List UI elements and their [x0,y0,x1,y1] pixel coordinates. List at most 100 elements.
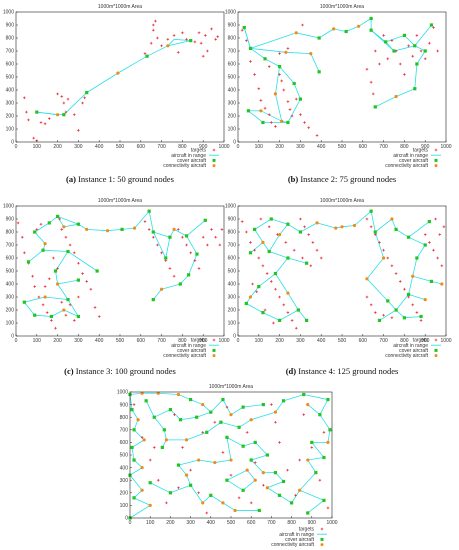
connectivity-aircraft-point [233,508,237,513]
connectivity-aircraft-point [62,225,66,229]
connectivity-aircraft-point [43,295,47,299]
x-tick-label: 700 [379,338,388,344]
range-link [318,28,334,39]
x-tick-label: 500 [116,144,125,150]
cover-aircraft-point [66,249,70,254]
connectivity-aircraft-point [259,109,263,113]
x-tick-label: 400 [95,338,104,344]
target-point [259,99,263,102]
y-tick-label: 500 [120,453,129,459]
cover-aircraft-point [305,261,309,265]
range-link [408,294,426,300]
cover-aircraft-point [413,44,417,48]
cover-aircraft-point [244,301,248,306]
range-link [275,93,283,122]
target-point [442,225,446,229]
x-tick-label: 800 [178,144,187,150]
range-link [131,409,139,420]
y-tick-label: 1000 [3,204,14,210]
cover-aircraft-point [35,110,39,114]
target-point [62,101,66,105]
target-point [197,267,201,270]
cover-aircraft-point [402,316,406,320]
legend-marker-connectivity [212,164,216,168]
connectivity-aircraft-point [334,226,338,230]
y-tick-label: 700 [228,243,237,249]
target-point [39,121,43,124]
cover-aircraft-point [130,408,134,412]
cover-aircraft-point [290,501,294,505]
target-point [27,118,30,122]
panel-caption: (b) Instance 2: 75 ground nodes [288,174,396,184]
x-tick-label: 800 [287,520,296,526]
connectivity-aircraft-point [394,94,398,99]
range-link [190,399,203,405]
range-link [254,229,264,243]
x-tick-label: 200 [275,144,284,150]
target-point [373,233,377,236]
cover-aircraft-point [249,458,253,462]
connectivity-aircraft-point [294,31,298,35]
connectivity-aircraft-point [315,221,319,225]
range-link [269,251,289,259]
range-link [333,28,347,32]
legend-label: connectivity aircraft [271,542,314,548]
target-point [255,290,259,294]
chart-title: 1000m*1000m Area [98,4,142,10]
connectivity-aircraft-point [105,229,110,233]
legend-marker-connectivity [212,354,216,358]
cover-aircraft-point [148,481,152,485]
target-point [156,478,160,482]
range-link [395,229,409,238]
cover-aircraft-point [95,269,99,273]
target-point [206,49,209,53]
cover-aircraft-point [273,272,278,276]
target-point [37,295,41,299]
legend-label: aircraft in range [279,532,314,538]
cover-aircraft-point [56,214,60,218]
cover-aircraft-point [318,413,322,417]
range-link [63,309,79,317]
y-tick-label: 1000 [3,10,14,16]
x-tick-label: 700 [379,144,388,150]
y-tick-label: 600 [6,256,15,262]
range-link [226,469,248,481]
cover-aircraft-point [219,420,223,424]
connectivity-aircraft-point [261,471,265,475]
range-link [298,309,307,321]
target-point [284,241,288,244]
target-point [257,87,261,90]
cover-aircraft-point [261,311,265,315]
target-point [274,287,277,291]
cover-aircraft-point [195,415,199,419]
target-point [245,230,248,234]
range-link [307,457,324,461]
y-tick-label: 0 [11,140,14,146]
target-point [72,251,76,255]
range-link [267,481,284,489]
range-link [129,392,143,395]
legend-label: aircraft in range [171,343,206,349]
range-link [250,32,297,49]
panel-caption-label: (d) [286,366,297,376]
panel-caption-label: (c) [64,366,74,376]
cover-aircraft-point [144,399,148,403]
cover-aircraft-point [237,425,241,429]
target-point [173,413,176,416]
range-link [226,437,232,461]
target-point [20,235,24,239]
target-point [154,19,157,23]
y-tick-label: 500 [228,269,237,275]
cover-aircraft-point [423,49,427,53]
x-tick-label: 200 [166,520,175,526]
range-link [404,316,422,319]
x-tick-label: 400 [317,338,326,344]
range-link [275,273,289,294]
connectivity-aircraft-point [249,418,253,422]
range-link [214,459,232,463]
cover-aircraft-point [369,16,373,21]
y-tick-label: 400 [228,282,237,288]
cover-aircraft-point [265,453,269,457]
target-point [240,220,244,223]
range-link [385,35,405,43]
